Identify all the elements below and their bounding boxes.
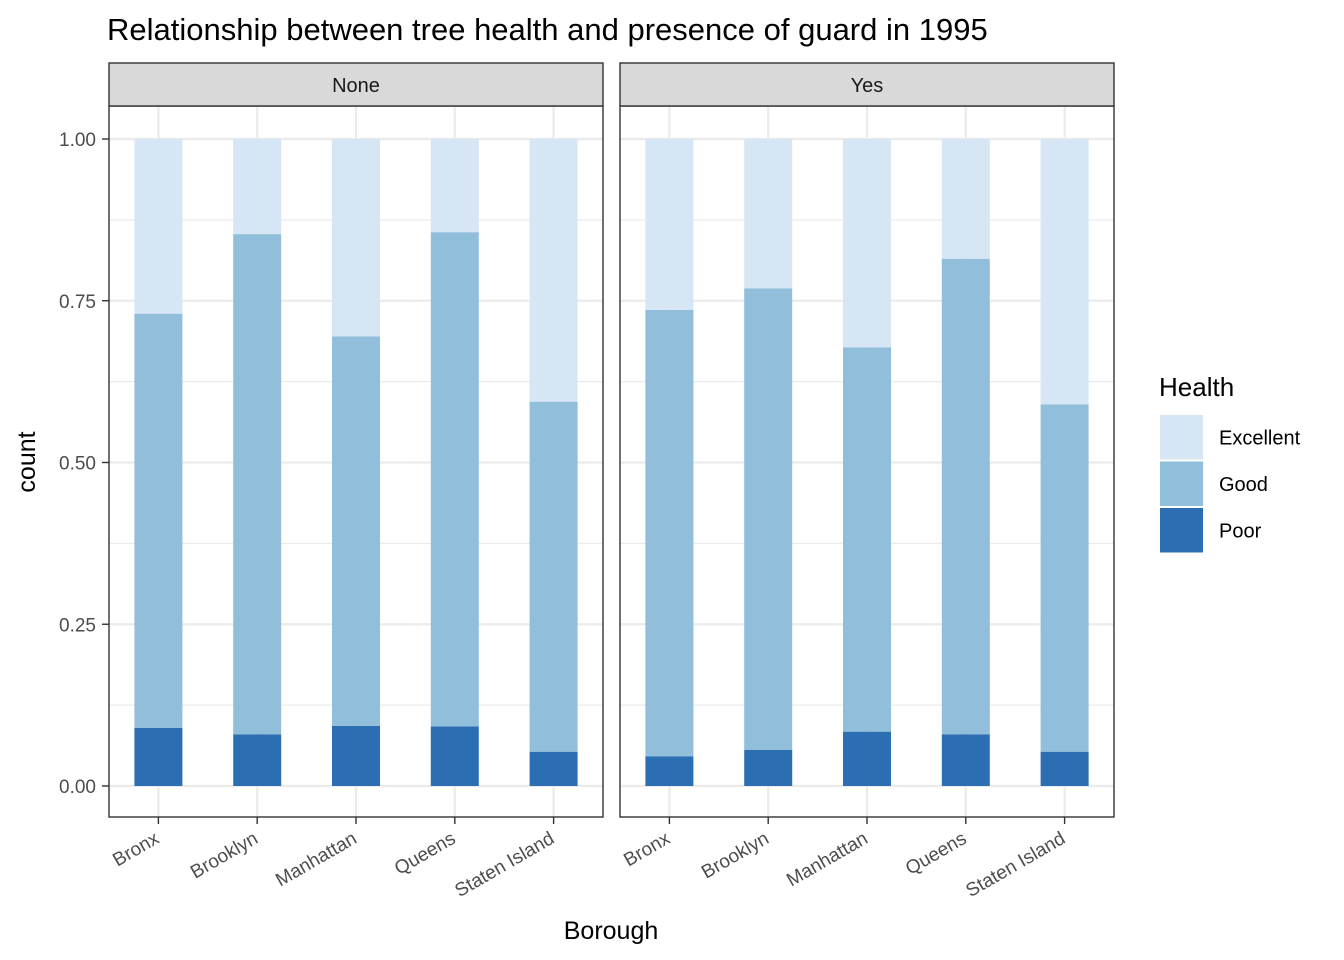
legend: Health Excellent Good Poor (1159, 372, 1301, 553)
legend-item-excellent: Excellent (1160, 415, 1301, 460)
bar-excellent-staten-island (529, 139, 578, 402)
legend-title: Health (1159, 372, 1234, 402)
bar-good-manhattan (843, 347, 891, 732)
bar-good-bronx (645, 309, 694, 757)
legend-key (1160, 461, 1203, 506)
bar-excellent-manhattan (332, 139, 380, 337)
bar-poor-brooklyn (744, 749, 793, 786)
legend-key (1160, 508, 1203, 553)
bar-good-queens (430, 232, 479, 727)
legend-items: Excellent Good Poor (1160, 415, 1301, 553)
bar-poor-bronx (645, 756, 694, 786)
chart-title: Relationship between tree health and pre… (107, 12, 988, 47)
bar-poor-staten-island (1040, 751, 1089, 786)
y-tick-label: 0.25 (59, 615, 96, 636)
x-tick-label: Manhattan (783, 828, 871, 891)
y-tick-label: 0.50 (59, 454, 96, 475)
bar-poor-brooklyn (233, 734, 282, 786)
y-tick-label: 0.75 (59, 292, 96, 313)
x-tick-label: Manhattan (272, 828, 360, 891)
x-tick-label: Bronx (620, 828, 674, 871)
bar-excellent-queens (941, 139, 990, 259)
bar-poor-manhattan (843, 731, 891, 786)
x-tick-label: Staten Island (963, 828, 1070, 902)
bar-poor-manhattan (332, 725, 380, 786)
bar-excellent-brooklyn (233, 139, 282, 235)
bar-good-staten-island (1040, 404, 1089, 752)
x-axis-title: Borough (564, 917, 659, 945)
panel-yes: Yes (619, 62, 1115, 818)
bar-poor-queens (941, 734, 990, 786)
legend-item-good: Good (1160, 461, 1268, 506)
bar-excellent-queens (430, 139, 479, 233)
x-tick-label: Staten Island (452, 828, 559, 902)
bar-good-staten-island (529, 401, 578, 752)
y-axis-title: count (13, 431, 41, 492)
bar-poor-bronx (134, 727, 183, 786)
legend-key (1160, 415, 1203, 460)
facet-strip-label: None (332, 75, 380, 97)
bar-good-queens (941, 258, 990, 735)
bar-excellent-staten-island (1040, 139, 1089, 405)
bar-good-manhattan (332, 336, 380, 726)
bar-excellent-manhattan (843, 139, 891, 348)
facet-strip (108, 62, 604, 107)
legend-label: Excellent (1219, 427, 1301, 449)
x-tick-label: Bronx (109, 828, 163, 871)
legend-label: Poor (1219, 520, 1262, 542)
x-tick-label: Queens (902, 828, 970, 879)
facet-strip-label: Yes (851, 75, 884, 97)
y-tick-label: 0.00 (59, 777, 96, 798)
y-axis: 0.00 0.25 0.50 0.75 1.00 (59, 130, 109, 798)
x-tick-label: Brooklyn (187, 828, 262, 883)
x-tick-label: Brooklyn (698, 828, 773, 883)
y-tick-label: 1.00 (59, 130, 96, 151)
bar-excellent-brooklyn (744, 139, 793, 289)
bar-poor-staten-island (529, 751, 578, 786)
bar-good-brooklyn (233, 234, 282, 735)
bar-poor-queens (430, 726, 479, 786)
bar-good-brooklyn (744, 288, 793, 750)
bar-good-bronx (134, 313, 183, 728)
panel-none: None (108, 62, 604, 818)
x-tick-label: Queens (391, 828, 459, 879)
legend-item-poor: Poor (1160, 508, 1262, 553)
bar-excellent-bronx (645, 139, 694, 310)
panels: None Yes (108, 62, 1115, 818)
bar-excellent-bronx (134, 139, 183, 314)
legend-label: Good (1219, 474, 1268, 496)
facet-strip (619, 62, 1115, 107)
